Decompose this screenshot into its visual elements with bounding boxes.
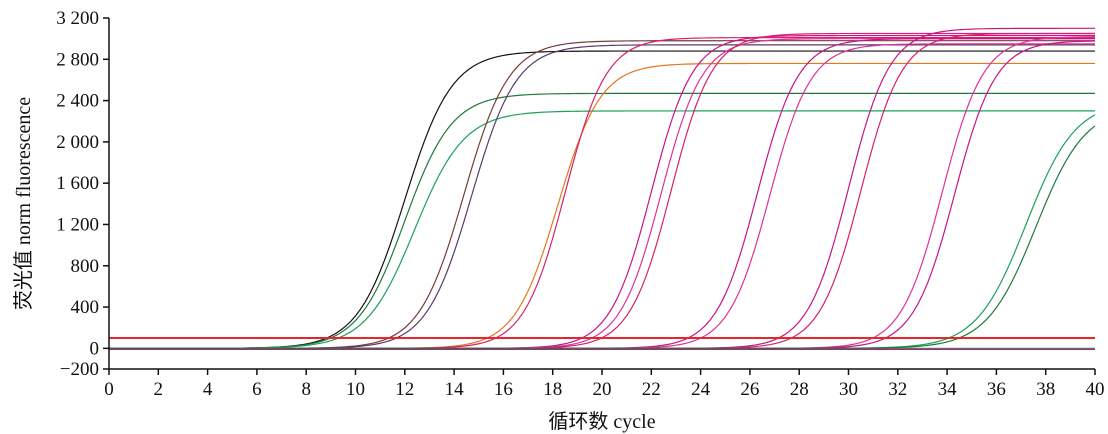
x-tick-label: 4: [203, 379, 213, 400]
amplification-curve: [109, 38, 1095, 349]
y-tick-label: 3 200: [56, 8, 99, 29]
amplification-curves: [109, 27, 1096, 350]
x-tick-label: 26: [740, 379, 759, 400]
y-tick-label: 2 800: [56, 49, 99, 70]
y-tick-label: 2 000: [56, 132, 99, 153]
x-tick-label: 18: [543, 379, 562, 400]
amplification-curve: [109, 40, 1095, 349]
amplification-curve: [109, 44, 1095, 349]
x-tick-label: 20: [593, 379, 612, 400]
x-tick-label: 36: [987, 379, 1006, 400]
y-tick-label: −200: [60, 359, 99, 380]
amplification-curve: [109, 43, 1095, 349]
y-tick-label: 800: [71, 256, 100, 277]
x-tick-label: 38: [1036, 379, 1055, 400]
y-tick-label: 2 400: [56, 91, 99, 112]
y-tick-label: 400: [71, 297, 100, 318]
x-tick-label: 2: [154, 379, 164, 400]
x-tick-label: 0: [104, 379, 114, 400]
amplification-curve: [109, 125, 1096, 349]
x-tick-label: 22: [642, 379, 661, 400]
amplification-curve: [109, 62, 1095, 349]
x-tick-label: 40: [1086, 379, 1105, 400]
x-tick-label: 30: [839, 379, 858, 400]
x-tick-label: 24: [691, 379, 711, 400]
x-tick-label: 10: [346, 379, 365, 400]
x-tick-label: 16: [494, 379, 513, 400]
x-tick-label: 32: [888, 379, 907, 400]
y-axis-title: 荧光值 norm fluorescence: [12, 97, 35, 310]
x-tick-label: 28: [790, 379, 809, 400]
x-tick-label: 6: [252, 379, 262, 400]
x-tick-label: 34: [938, 379, 958, 400]
amplification-curve: [109, 37, 1095, 349]
amplification-curve: [109, 38, 1095, 349]
amplification-curve: [109, 36, 1096, 349]
y-tick-label: 1 600: [56, 173, 99, 194]
x-axis-title: 循环数 cycle: [548, 410, 655, 433]
x-tick-label: 12: [395, 379, 414, 400]
x-tick-label: 8: [301, 379, 311, 400]
amplification-curve: [109, 110, 1095, 349]
y-tick-label: 0: [90, 338, 100, 359]
amplification-curve: [109, 40, 1096, 349]
amplification-curve: [109, 114, 1096, 349]
x-tick-label: 14: [445, 379, 465, 400]
y-tick-label: 1 200: [56, 214, 99, 235]
x-axis-ticks: 0 2 4 6 8 10 12 14 16 18 20 22 24 26 28 30 32 34 36 38 40: [104, 369, 1105, 400]
amplification-curve: [109, 27, 1095, 349]
